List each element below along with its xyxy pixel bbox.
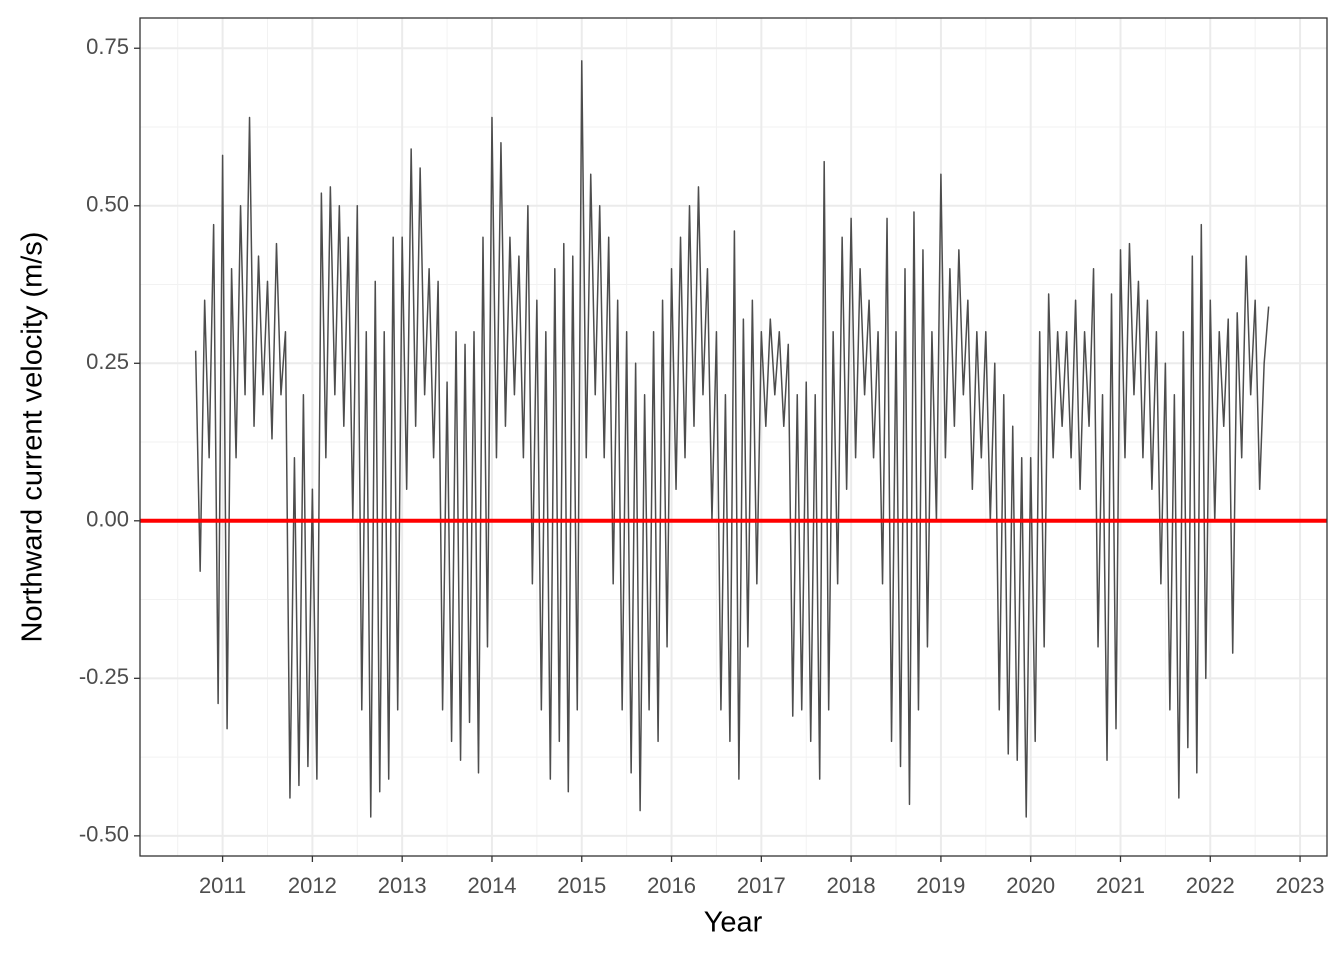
x-tick-label: 2018 — [827, 873, 876, 898]
y-tick-label: 0.00 — [86, 507, 129, 532]
x-tick-label: 2017 — [737, 873, 786, 898]
x-tick-label: 2011 — [199, 873, 246, 898]
x-tick-label: 2016 — [647, 873, 696, 898]
x-tick-label: 2022 — [1186, 873, 1235, 898]
x-tick-label: 2014 — [467, 873, 516, 898]
labels-layer: 2011 2012 2013 2014 2015 2016 2017 2018 2019 2020… — [79, 34, 1325, 898]
x-tick-label: 2013 — [378, 873, 427, 898]
x-tick-label: 2012 — [288, 873, 337, 898]
marks-layer — [140, 60, 1327, 818]
grid-layer — [140, 18, 1327, 856]
y-tick-label: 0.50 — [86, 192, 129, 217]
x-tick-label: 2020 — [1006, 873, 1055, 898]
plot-border — [139, 17, 1328, 857]
data-line — [194, 60, 1270, 818]
y-tick-label: 0.25 — [86, 349, 129, 374]
x-tick-label: 2023 — [1276, 873, 1325, 898]
x-axis-title: Year — [704, 907, 763, 939]
y-tick-label: -0.50 — [79, 822, 129, 847]
y-tick-label: 0.75 — [86, 34, 129, 59]
y-tick-label: -0.25 — [79, 664, 129, 689]
y-axis-title: Northward current velocity (m/s) — [17, 232, 49, 643]
x-tick-label: 2015 — [557, 873, 606, 898]
x-tick-label: 2019 — [916, 873, 965, 898]
x-tick-label: 2021 — [1096, 873, 1145, 898]
